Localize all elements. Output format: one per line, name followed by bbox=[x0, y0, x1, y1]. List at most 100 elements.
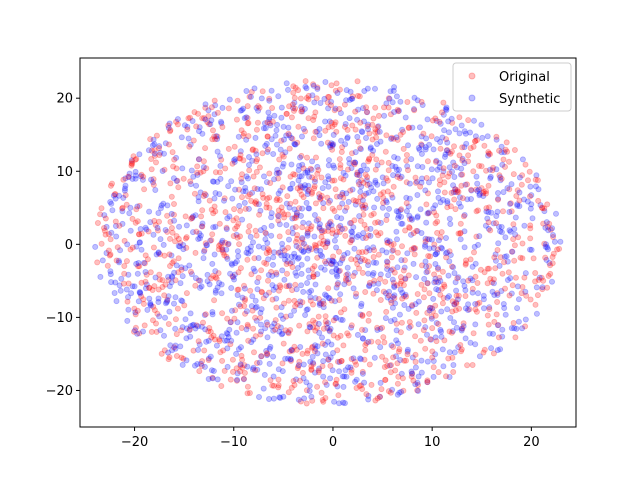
scatter-point-synthetic bbox=[129, 283, 136, 290]
scatter-point-synthetic bbox=[395, 212, 402, 219]
scatter-point-synthetic bbox=[180, 246, 187, 253]
scatter-point-synthetic bbox=[522, 270, 529, 277]
scatter-point-synthetic bbox=[314, 350, 321, 357]
scatter-point-original bbox=[292, 198, 299, 205]
scatter-point-original bbox=[394, 173, 401, 180]
scatter-point-original bbox=[358, 382, 365, 389]
scatter-point-original bbox=[438, 285, 445, 292]
scatter-point-original bbox=[156, 251, 163, 258]
scatter-point-original bbox=[194, 163, 201, 170]
scatter-point-synthetic bbox=[254, 279, 261, 286]
scatter-point-original bbox=[265, 247, 272, 254]
scatter-point-original bbox=[490, 350, 497, 357]
scatter-point-synthetic bbox=[216, 279, 223, 286]
scatter-point-original bbox=[151, 283, 158, 290]
scatter-point-original bbox=[253, 158, 260, 165]
scatter-point-original bbox=[485, 265, 492, 272]
scatter-point-synthetic bbox=[496, 262, 503, 269]
scatter-point-original bbox=[289, 135, 296, 142]
scatter-point-synthetic bbox=[430, 244, 437, 251]
scatter-point-synthetic bbox=[412, 364, 419, 371]
scatter-point-synthetic bbox=[391, 84, 398, 91]
scatter-point-synthetic bbox=[230, 157, 237, 164]
scatter-point-original bbox=[377, 275, 384, 282]
scatter-point-original bbox=[319, 340, 326, 347]
scatter-point-original bbox=[266, 204, 273, 211]
scatter-point-synthetic bbox=[232, 186, 239, 193]
scatter-point-synthetic bbox=[502, 311, 509, 318]
scatter-point-synthetic bbox=[384, 266, 391, 273]
scatter-point-synthetic bbox=[300, 125, 307, 132]
scatter-point-synthetic bbox=[305, 247, 312, 254]
scatter-point-synthetic bbox=[360, 230, 367, 237]
scatter-point-synthetic bbox=[337, 193, 344, 200]
scatter-point-original bbox=[438, 109, 445, 116]
scatter-point-synthetic bbox=[185, 135, 192, 142]
scatter-point-synthetic bbox=[289, 215, 296, 222]
scatter-point-synthetic bbox=[232, 156, 239, 163]
scatter-point-original bbox=[472, 137, 479, 144]
scatter-point-synthetic bbox=[258, 328, 265, 335]
scatter-point-original bbox=[248, 197, 255, 204]
scatter-point-synthetic bbox=[147, 302, 154, 309]
scatter-point-original bbox=[262, 229, 269, 236]
scatter-point-synthetic bbox=[557, 238, 564, 245]
scatter-point-original bbox=[279, 360, 286, 367]
scatter-point-original bbox=[233, 223, 240, 230]
scatter-point-synthetic bbox=[478, 121, 485, 128]
scatter-point-original bbox=[412, 179, 419, 186]
scatter-point-synthetic bbox=[331, 298, 338, 305]
scatter-point-original bbox=[257, 314, 264, 321]
scatter-point-synthetic bbox=[124, 241, 131, 248]
scatter-point-synthetic bbox=[341, 251, 348, 258]
scatter-point-original bbox=[132, 219, 139, 226]
scatter-point-original bbox=[507, 200, 514, 207]
scatter-point-original bbox=[222, 209, 229, 216]
legend-marker-original bbox=[468, 72, 476, 80]
scatter-point-original bbox=[429, 348, 436, 355]
scatter-point-synthetic bbox=[171, 217, 178, 224]
scatter-point-original bbox=[344, 330, 351, 337]
scatter-point-synthetic bbox=[327, 144, 334, 151]
scatter-point-synthetic bbox=[243, 249, 250, 256]
scatter-point-synthetic bbox=[372, 179, 379, 186]
scatter-point-synthetic bbox=[224, 345, 231, 352]
scatter-point-synthetic bbox=[186, 327, 193, 334]
scatter-point-synthetic bbox=[168, 279, 175, 286]
scatter-point-original bbox=[274, 195, 281, 202]
scatter-point-original bbox=[348, 355, 355, 362]
scatter-point-original bbox=[242, 205, 249, 212]
scatter-point-synthetic bbox=[354, 331, 361, 338]
scatter-point-original bbox=[244, 383, 251, 390]
scatter-point-synthetic bbox=[487, 175, 494, 182]
scatter-point-synthetic bbox=[202, 101, 209, 108]
scatter-point-original bbox=[511, 242, 518, 249]
scatter-point-synthetic bbox=[183, 325, 190, 332]
scatter-point-original bbox=[455, 188, 462, 195]
scatter-point-synthetic bbox=[325, 105, 332, 112]
scatter-point-synthetic bbox=[263, 179, 270, 186]
scatter-point-original bbox=[458, 182, 465, 189]
scatter-point-original bbox=[476, 299, 483, 306]
scatter-point-original bbox=[205, 356, 212, 363]
scatter-point-synthetic bbox=[124, 317, 131, 324]
scatter-point-original bbox=[167, 218, 174, 225]
scatter-point-original bbox=[316, 191, 323, 198]
scatter-point-original bbox=[237, 207, 244, 214]
scatter-point-original bbox=[244, 323, 251, 330]
scatter-point-original bbox=[336, 296, 343, 303]
scatter-point-original bbox=[324, 139, 331, 146]
scatter-point-synthetic bbox=[433, 286, 440, 293]
scatter-point-synthetic bbox=[218, 333, 225, 340]
scatter-point-original bbox=[441, 283, 448, 290]
scatter-point-original bbox=[229, 368, 236, 375]
scatter-point-synthetic bbox=[170, 175, 177, 182]
scatter-point-synthetic bbox=[292, 141, 299, 148]
scatter-point-synthetic bbox=[397, 286, 404, 293]
scatter-point-synthetic bbox=[335, 268, 342, 275]
scatter-point-synthetic bbox=[352, 201, 359, 208]
scatter-point-synthetic bbox=[129, 175, 136, 182]
scatter-point-synthetic bbox=[235, 346, 242, 353]
scatter-point-original bbox=[385, 292, 392, 299]
